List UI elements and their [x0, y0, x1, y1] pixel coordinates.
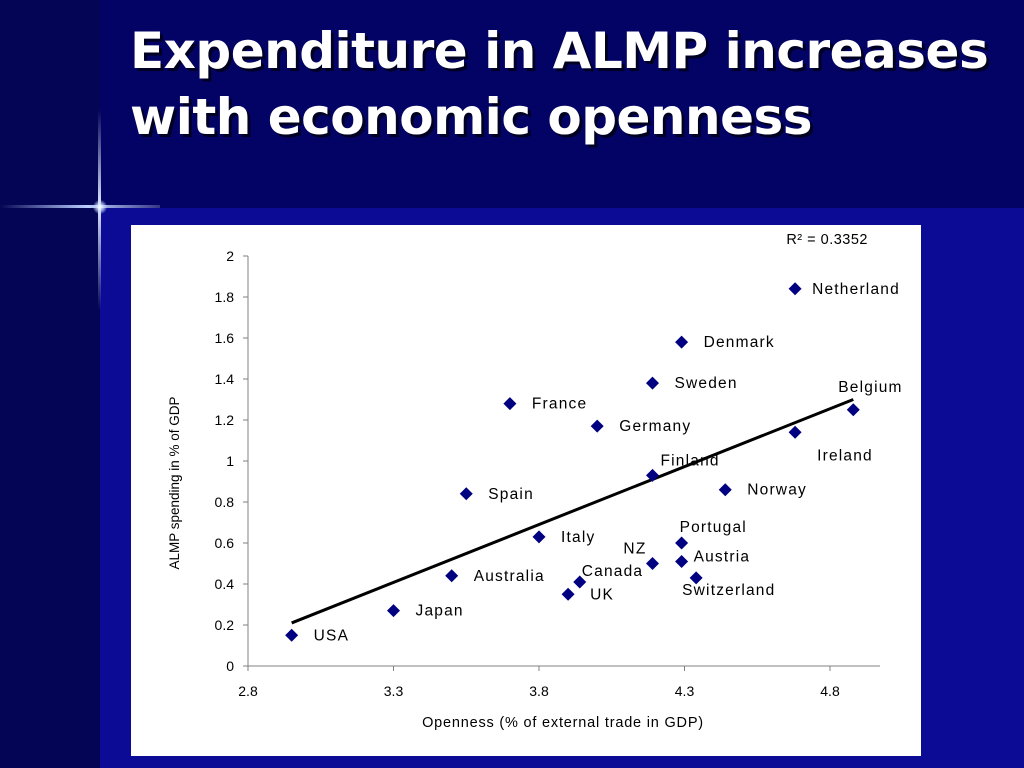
x-tick-label: 4.8 — [820, 683, 840, 699]
left-background-band — [0, 0, 100, 768]
data-point-germany — [590, 419, 604, 433]
point-label-france: France — [532, 396, 587, 413]
data-point-belgium — [846, 403, 860, 417]
y-tick-label: 1.2 — [215, 412, 235, 428]
point-label-spain: Spain — [488, 486, 534, 503]
point-label-australia: Australia — [474, 568, 545, 585]
x-tick-label: 4.3 — [675, 683, 695, 699]
data-points-group — [285, 282, 860, 642]
y-tick-label: 0.2 — [215, 617, 235, 633]
data-point-japan — [387, 604, 400, 618]
y-tick-label: 1 — [226, 453, 234, 469]
y-tick-label: 0.8 — [215, 494, 235, 510]
point-label-italy: Italy — [561, 529, 595, 546]
data-point-usa — [285, 628, 299, 642]
data-point-australia — [445, 569, 459, 583]
title-background-band — [100, 0, 1024, 208]
data-point-portugal — [675, 536, 689, 550]
point-label-switzerland: Switzerland — [682, 582, 775, 599]
y-tick-label: 0.6 — [215, 535, 235, 551]
data-point-canada — [573, 575, 587, 589]
data-point-denmark — [675, 335, 689, 349]
data-point-sweden — [645, 376, 659, 390]
r-squared-annotation: R² = 0.3352 — [786, 232, 868, 248]
point-label-germany: Germany — [619, 418, 691, 435]
data-point-austria — [675, 554, 689, 568]
data-point-netherland — [788, 282, 802, 296]
y-tick-label: 1.4 — [215, 371, 235, 387]
data-point-france — [503, 397, 517, 411]
data-point-norway — [718, 483, 732, 497]
y-tick-label: 0.4 — [215, 576, 235, 592]
y-axis-title: ALMP spending in % of GDP — [167, 396, 182, 569]
y-tick-label: 1.8 — [215, 289, 235, 305]
data-point-ireland — [788, 425, 802, 439]
y-tick-label: 2 — [226, 248, 234, 264]
data-point-spain — [459, 487, 473, 501]
point-label-usa: USA — [314, 627, 349, 644]
decorative-light-star — [93, 200, 107, 214]
x-axis-title: Openness (% of external trade in GDP) — [422, 715, 704, 731]
point-label-japan: Japan — [416, 603, 464, 620]
x-tick-label: 3.3 — [384, 683, 404, 699]
x-tick-label: 2.8 — [238, 683, 258, 699]
x-tick-label: 3.8 — [529, 683, 549, 699]
data-point-switzerland — [689, 571, 703, 585]
point-label-canada: Canada — [582, 563, 644, 580]
slide-title: Expenditure in ALMP increases with econo… — [130, 22, 989, 146]
point-label-uk: UK — [590, 586, 614, 603]
point-label-finland: Finland — [660, 452, 719, 469]
point-label-sweden: Sweden — [674, 375, 737, 392]
data-point-italy — [532, 530, 546, 544]
point-label-norway: Norway — [747, 482, 807, 499]
chart-axes: 0 0.2 0.4 0.6 0.8 1 1.2 1.4 1.6 1.8 2 2.8 3.3 3.8 4.3 4… — [215, 248, 880, 699]
point-labels-group: USA Japan Australia Spain France Italy UK Canad… — [314, 281, 902, 644]
y-tick-label: 1.6 — [215, 330, 235, 346]
trendline-group — [291, 398, 854, 625]
point-label-austria: Austria — [694, 548, 751, 565]
data-point-nz — [645, 557, 659, 570]
data-point-finland — [645, 468, 659, 482]
point-label-belgium: Belgium — [838, 379, 902, 396]
scatter-chart: 0 0.2 0.4 0.6 0.8 1 1.2 1.4 1.6 1.8 2 2.8 3.3 3.8 4.3 4… — [167, 232, 902, 731]
decorative-light-horizontal — [0, 205, 160, 208]
point-label-ireland: Ireland — [817, 447, 873, 464]
data-point-uk — [561, 587, 575, 601]
point-label-denmark: Denmark — [704, 334, 775, 351]
point-label-netherland: Netherland — [812, 281, 900, 298]
chart-panel: 0 0.2 0.4 0.6 0.8 1 1.2 1.4 1.6 1.8 2 2.8 3.3 3.8 4.3 4… — [131, 225, 921, 756]
trendline — [291, 398, 854, 625]
y-tick-label: 0 — [226, 658, 234, 674]
point-label-nz: NZ — [623, 541, 646, 558]
point-label-portugal: Portugal — [680, 519, 747, 536]
